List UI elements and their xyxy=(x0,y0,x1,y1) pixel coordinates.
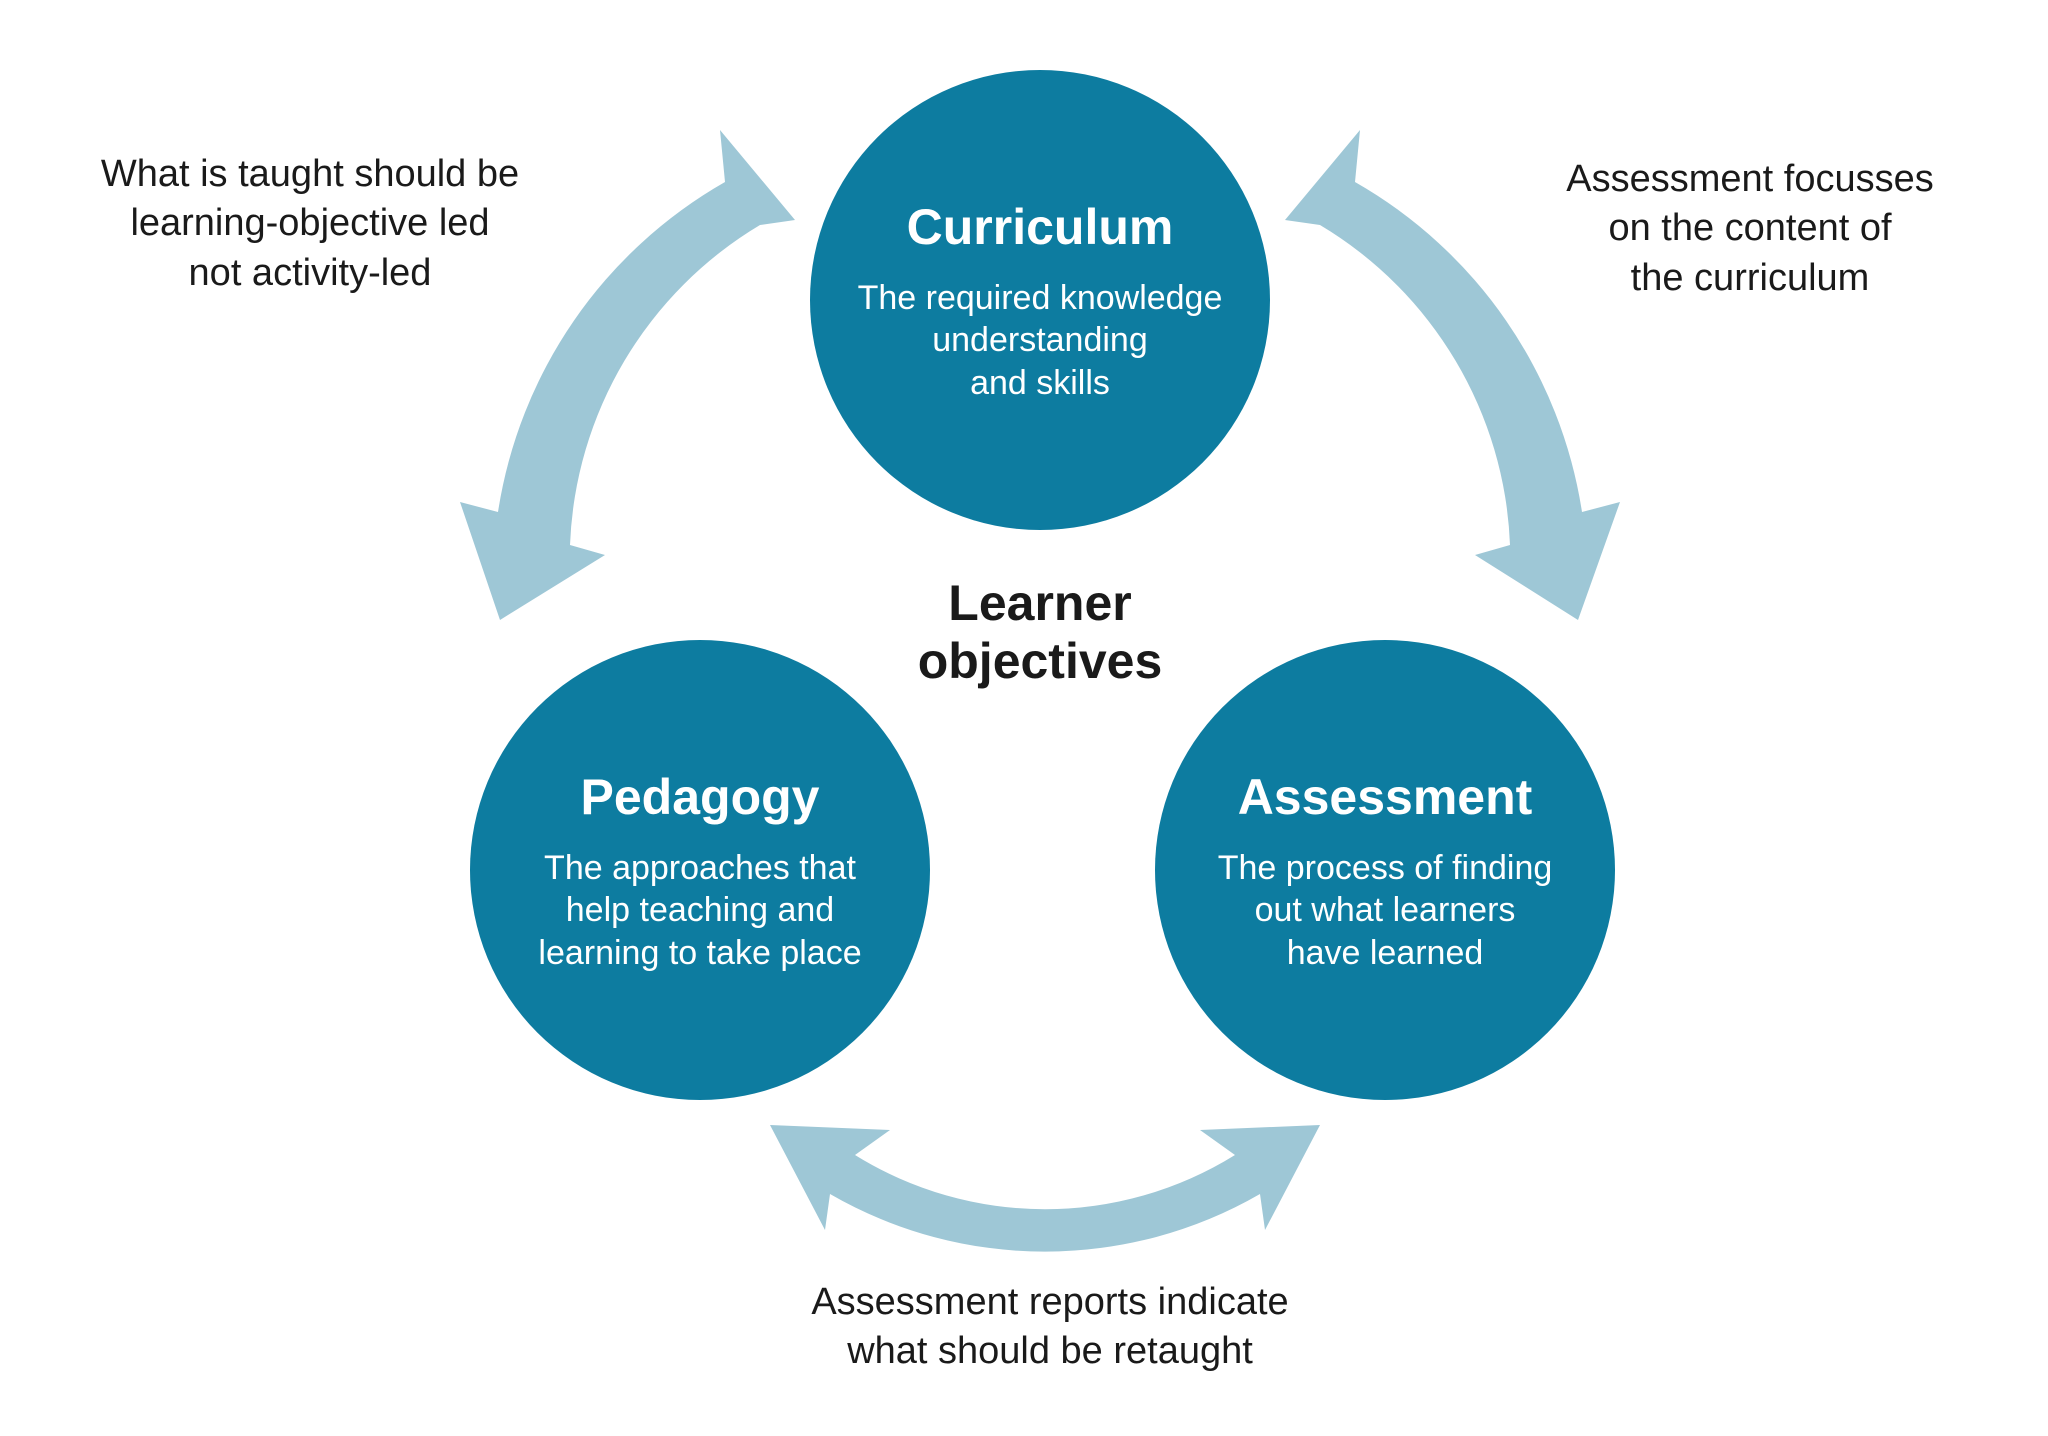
outer-label-left: What is taught should be learning-object… xyxy=(60,150,560,298)
circle-pedagogy-desc1: The approaches that xyxy=(544,847,856,890)
circle-pedagogy: Pedagogy The approaches that help teachi… xyxy=(470,640,930,1100)
outer-label-bottom: Assessment reports indicate what should … xyxy=(740,1278,1360,1377)
outer-label-bottom-line2: what should be retaught xyxy=(740,1327,1360,1376)
outer-label-left-line1: What is taught should be xyxy=(60,150,560,199)
outer-label-right-line3: the curriculum xyxy=(1540,254,1960,303)
circle-assessment-desc1: The process of finding xyxy=(1218,847,1553,890)
circle-pedagogy-desc3: learning to take place xyxy=(538,932,861,975)
outer-label-left-line2: learning-objective led xyxy=(60,199,560,248)
circle-curriculum-title: Curriculum xyxy=(907,196,1174,259)
circle-curriculum-desc1: The required knowledge xyxy=(858,277,1223,320)
outer-label-right: Assessment focusses on the content of th… xyxy=(1540,155,1960,303)
circle-assessment-desc3: have learned xyxy=(1287,932,1484,975)
circle-assessment-title: Assessment xyxy=(1238,766,1533,829)
outer-label-right-line1: Assessment focusses xyxy=(1540,155,1960,204)
circle-assessment-desc2: out what learners xyxy=(1255,889,1516,932)
center-label-line2: objectives xyxy=(880,633,1200,691)
center-label: Learner objectives xyxy=(880,575,1200,690)
circle-curriculum: Curriculum The required knowledge unders… xyxy=(810,70,1270,530)
arrow-bottom xyxy=(770,1125,1320,1252)
circle-pedagogy-desc2: help teaching and xyxy=(566,889,834,932)
circle-curriculum-desc2: understanding xyxy=(932,319,1148,362)
center-label-line1: Learner xyxy=(880,575,1200,633)
outer-label-left-line3: not activity-led xyxy=(60,249,560,298)
circle-pedagogy-title: Pedagogy xyxy=(581,766,820,829)
learner-objectives-diagram: Curriculum The required knowledge unders… xyxy=(0,0,2048,1436)
circle-curriculum-desc3: and skills xyxy=(970,362,1110,405)
outer-label-bottom-line1: Assessment reports indicate xyxy=(740,1278,1360,1327)
circle-assessment: Assessment The process of finding out wh… xyxy=(1155,640,1615,1100)
outer-label-right-line2: on the content of xyxy=(1540,204,1960,253)
